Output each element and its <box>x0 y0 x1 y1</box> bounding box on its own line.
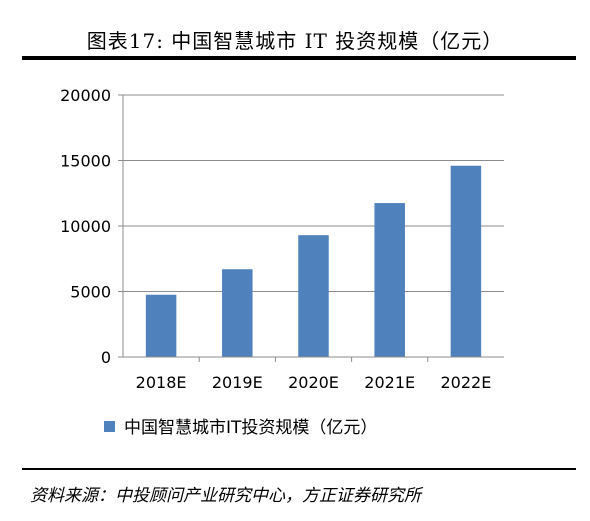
x-tick-label: 2018E <box>136 373 187 392</box>
axes: 0 5000 10000 15000 20000 2018E 2019E 2020E 2021E… <box>60 86 504 392</box>
y-tick-label: 15000 <box>60 152 111 171</box>
x-tick-label: 2022E <box>440 373 491 392</box>
bar <box>145 294 177 357</box>
x-tick-label: 2020E <box>288 373 339 392</box>
title-rule <box>22 56 576 60</box>
bars <box>145 165 482 357</box>
y-tick-label: 10000 <box>60 217 111 236</box>
x-tick-label: 2019E <box>212 373 263 392</box>
source-note: 资料来源：中投顾问产业研究中心，方正证券研究所 <box>30 486 421 506</box>
bar <box>450 165 482 357</box>
y-tick-label: 5000 <box>70 283 111 302</box>
y-tick-label: 20000 <box>60 86 111 105</box>
legend-swatch <box>104 421 115 432</box>
legend: 中国智慧城市IT投资规模（亿元） <box>104 418 377 438</box>
bar-chart: 0 5000 10000 15000 20000 2018E 2019E 2020E 2021E… <box>60 86 504 438</box>
legend-label: 中国智慧城市IT投资规模（亿元） <box>124 418 377 438</box>
bar <box>298 235 329 357</box>
figure-title: 图表17: 中国智慧城市 IT 投资规模（亿元） <box>86 29 504 53</box>
x-tick-label: 2021E <box>364 373 415 392</box>
bottom-rule <box>22 468 576 470</box>
bar <box>222 269 253 357</box>
bar <box>374 203 405 357</box>
y-tick-label: 0 <box>101 348 111 367</box>
